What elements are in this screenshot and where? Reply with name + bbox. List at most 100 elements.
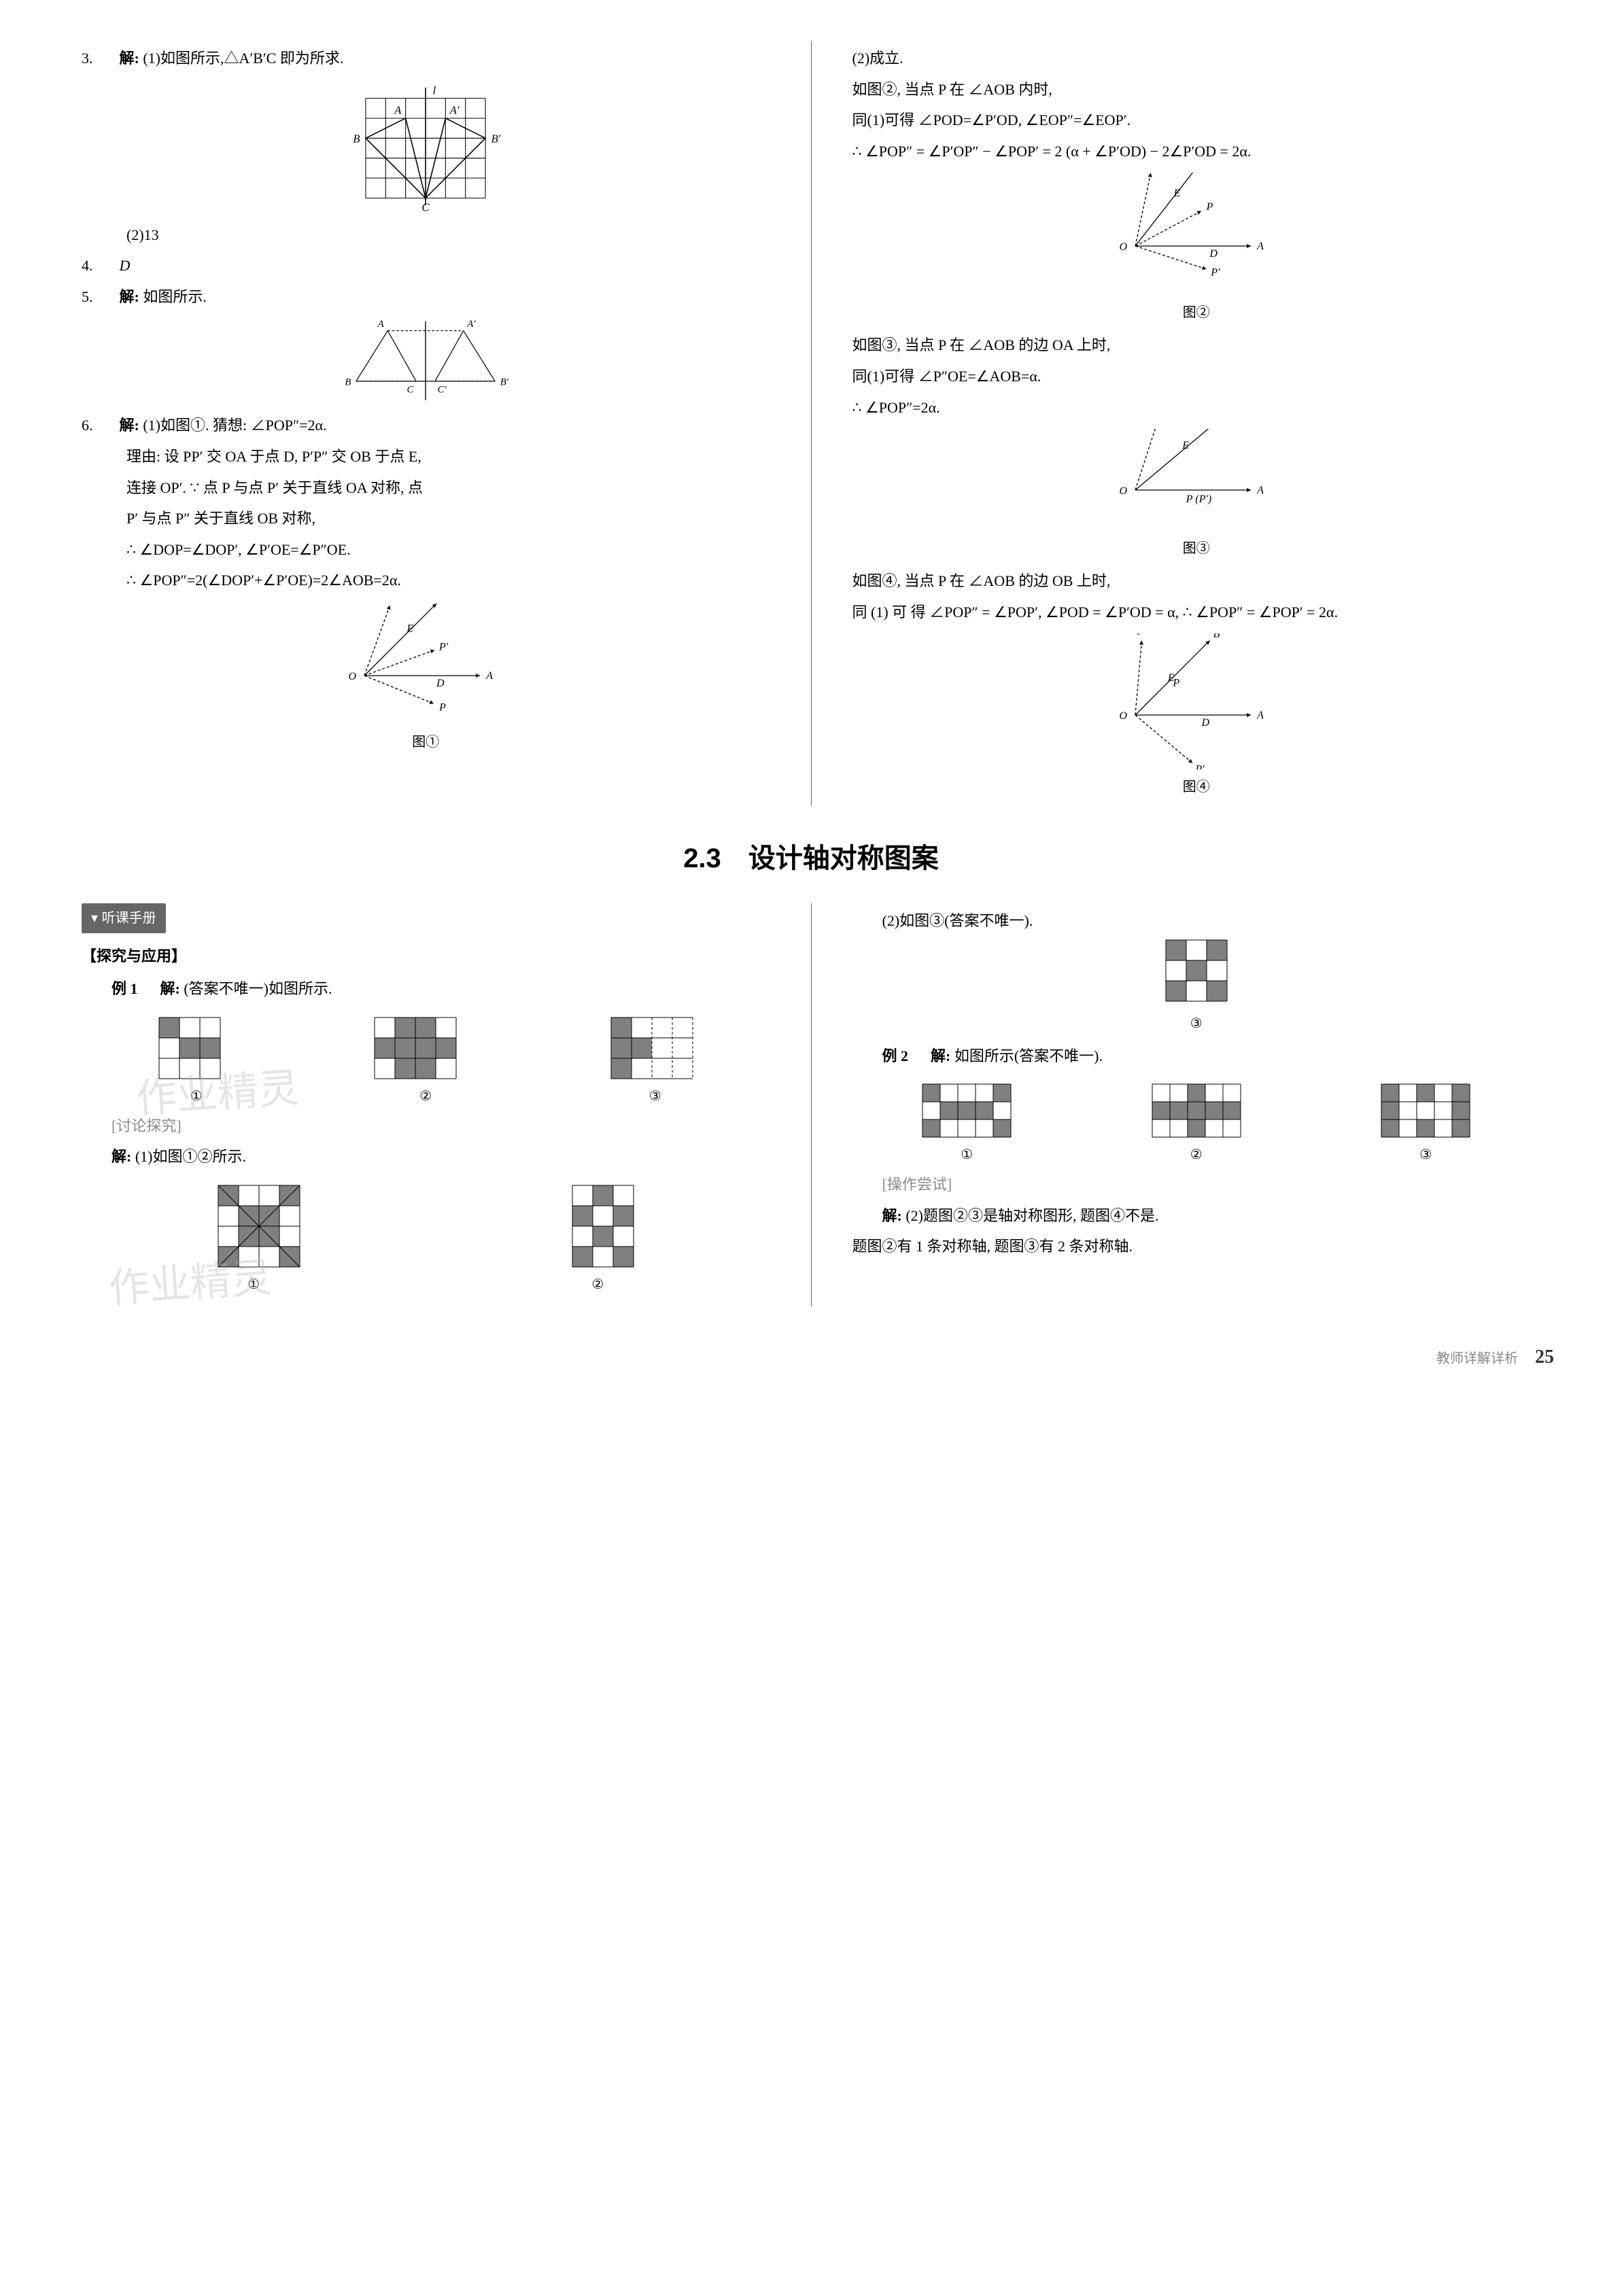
fig4-label: 图④ <box>852 775 1541 799</box>
q6-line-3: P′ 与点 P″ 关于直线 OB 对称, <box>82 505 770 532</box>
q6-label: 解: <box>120 417 139 434</box>
svg-text:l: l <box>433 84 436 97</box>
svg-text:B′: B′ <box>500 377 509 388</box>
r-p5: 如图③, 当点 P 在 ∠AOB 的边 OA 上时, <box>852 332 1541 359</box>
svg-text:D: D <box>1201 717 1209 729</box>
r-p4: ∴ ∠POP″ = ∠P′OP″ − ∠POP′ = 2 (α + ∠P′OD)… <box>852 138 1541 165</box>
svg-text:C: C <box>407 385 415 396</box>
svg-text:A′: A′ <box>449 103 460 116</box>
ex2-label: 例 2 <box>882 1047 909 1064</box>
svg-text:P (P′): P (P′) <box>1186 493 1211 505</box>
upper-region: 3. 解: (1)如图所示,△A′B′C 即为所求. l A A′ B B′ C (2)1… <box>68 41 1554 807</box>
figure-4: OP″BPAP′DE <box>1108 633 1285 769</box>
ex1-figures <box>82 1016 770 1080</box>
example-2: 例 2 解: 如图所示(答案不唯一). <box>852 1043 1541 1070</box>
section-title: 2.3 设计轴对称图案 <box>68 834 1554 883</box>
svg-text:A: A <box>485 670 493 682</box>
ex2-figures <box>852 1083 1541 1138</box>
ex1-text: (答案不唯一)如图所示. <box>184 980 332 997</box>
page-footer: 教师详解详析 25 <box>68 1340 1554 1374</box>
question-3: 3. 解: (1)如图所示,△A′B′C 即为所求. <box>82 45 770 72</box>
try-label: 解: <box>882 1207 902 1224</box>
q6-num: 6. <box>82 412 116 439</box>
q5-figure: A A′ B B′ C C′ <box>324 318 528 406</box>
lr-fig3-label: ③ <box>852 1011 1541 1036</box>
svg-text:A′: A′ <box>467 319 477 330</box>
svg-text:O: O <box>349 671 357 682</box>
q4-ans: D <box>120 257 131 274</box>
svg-text:A: A <box>394 103 402 116</box>
svg-text:E: E <box>1181 440 1189 451</box>
lower-right-col: (2)如图③(答案不唯一). ③ 例 2 解: 如图所示(答案不唯一). ①②③… <box>839 903 1555 1306</box>
ex2-labels: ①②③ <box>852 1143 1541 1167</box>
svg-text:P′: P′ <box>438 642 449 653</box>
try-line-0: 解: (2)题图②③是轴对称图形, 题图④不是. <box>852 1202 1541 1230</box>
discuss-labels: ①② <box>82 1272 770 1297</box>
svg-text:E: E <box>1173 188 1180 199</box>
ex2-solve: 解: <box>931 1047 950 1064</box>
svg-text:B: B <box>1213 633 1220 640</box>
svg-text:B: B <box>345 377 351 388</box>
figure-3: OP″BAP (P′)E <box>1108 429 1285 531</box>
svg-text:A: A <box>1256 710 1264 721</box>
lower-left-col: 听课手册 【探究与应用】 例 1 解: (答案不唯一)如图所示. 作业精灵 ①②… <box>68 903 784 1306</box>
discuss-text: 解: (1)如图①②所示. <box>82 1143 770 1170</box>
ex1-figures-wrap: 作业精灵 ①②③ <box>82 1016 770 1109</box>
svg-text:A: A <box>377 319 385 330</box>
disc-body: (1)如图①②所示. <box>135 1148 246 1165</box>
svg-text:O: O <box>1119 710 1127 722</box>
fig2-label: 图② <box>852 300 1541 325</box>
r-p9: 同 (1) 可 得 ∠POP″ = ∠POP′, ∠POD = ∠P′OD = … <box>852 599 1541 626</box>
r-p1: (2)成立. <box>852 45 1541 72</box>
q6-line-0: (1)如图①. 猜想: ∠POP″=2α. <box>143 417 326 434</box>
upper-right-col: (2)成立. 如图②, 当点 P 在 ∠AOB 内时, 同(1)可得 ∠POD=… <box>839 41 1555 806</box>
svg-text:O: O <box>1119 485 1127 497</box>
question-4: 4. D <box>82 252 770 279</box>
svg-text:O: O <box>1119 241 1127 253</box>
svg-text:B: B <box>440 602 447 603</box>
try-body-0: (2)题图②③是轴对称图形, 题图④不是. <box>905 1207 1158 1224</box>
footer-text: 教师详解详析 <box>1436 1351 1518 1366</box>
lower-divider <box>811 903 812 1306</box>
r-p6: 同(1)可得 ∠P″OE=∠AOB=α. <box>852 363 1541 390</box>
q6-line-2: 连接 OP′. ∵ 点 P 与点 P′ 关于直线 OA 对称, 点 <box>82 474 770 502</box>
ex1-labels: ①②③ <box>82 1084 770 1109</box>
svg-text:E: E <box>1167 673 1175 684</box>
q3-part1: (1)如图所示,△A′B′C 即为所求. <box>143 50 343 67</box>
svg-text:E: E <box>407 623 414 635</box>
ex1-solve: 解: <box>160 980 180 997</box>
discuss-figures <box>82 1184 770 1268</box>
discuss-header: [讨论探究] <box>82 1113 770 1140</box>
q3-label: 解: <box>120 50 139 67</box>
figure-2: OP″BPAP′DE <box>1108 173 1285 295</box>
q3-num: 3. <box>82 45 116 72</box>
discuss-figures-wrap: ①② 作业精灵 <box>82 1184 770 1306</box>
q3-figure: l A A′ B B′ C <box>337 80 514 216</box>
r-p3: 同(1)可得 ∠POD=∠P′OD, ∠EOP″=∠EOP′. <box>852 107 1541 134</box>
r-p2: 如图②, 当点 P 在 ∠AOB 内时, <box>852 76 1541 103</box>
ex1-label: 例 1 <box>111 980 138 997</box>
svg-text:D: D <box>1209 248 1218 260</box>
svg-text:C′: C′ <box>438 385 447 396</box>
svg-text:B′: B′ <box>491 132 501 145</box>
ex2-text: 如图所示(答案不唯一). <box>954 1047 1103 1064</box>
svg-text:P: P <box>1205 201 1213 213</box>
svg-text:C: C <box>422 201 430 213</box>
explore-header: 【探究与应用】 <box>82 943 770 970</box>
svg-text:P′: P′ <box>1210 267 1220 279</box>
r-p7: ∴ ∠POP″=2α. <box>852 394 1541 421</box>
q6-fig1-label: 图① <box>82 730 770 754</box>
q5-num: 5. <box>82 283 116 311</box>
lower-region: 听课手册 【探究与应用】 例 1 解: (答案不唯一)如图所示. 作业精灵 ①②… <box>68 903 1554 1306</box>
q6-figure-1: OP″BP′APDE <box>337 602 514 725</box>
svg-text:P: P <box>438 701 446 713</box>
q3-part2: (2)13 <box>82 222 770 249</box>
svg-text:P″: P″ <box>1136 633 1148 637</box>
fig3-label: 图③ <box>852 536 1541 561</box>
svg-text:B: B <box>353 132 360 145</box>
page-number: 25 <box>1535 1346 1554 1368</box>
q5-text: 如图所示. <box>143 288 207 305</box>
r-p8: 如图④, 当点 P 在 ∠AOB 的边 OB 上时, <box>852 568 1541 595</box>
question-6: 6. 解: (1)如图①. 猜想: ∠POP″=2α. <box>82 412 770 439</box>
q6-line-1: 理由: 设 PP′ 交 OA 于点 D, P′P″ 交 OB 于点 E, <box>82 443 770 470</box>
